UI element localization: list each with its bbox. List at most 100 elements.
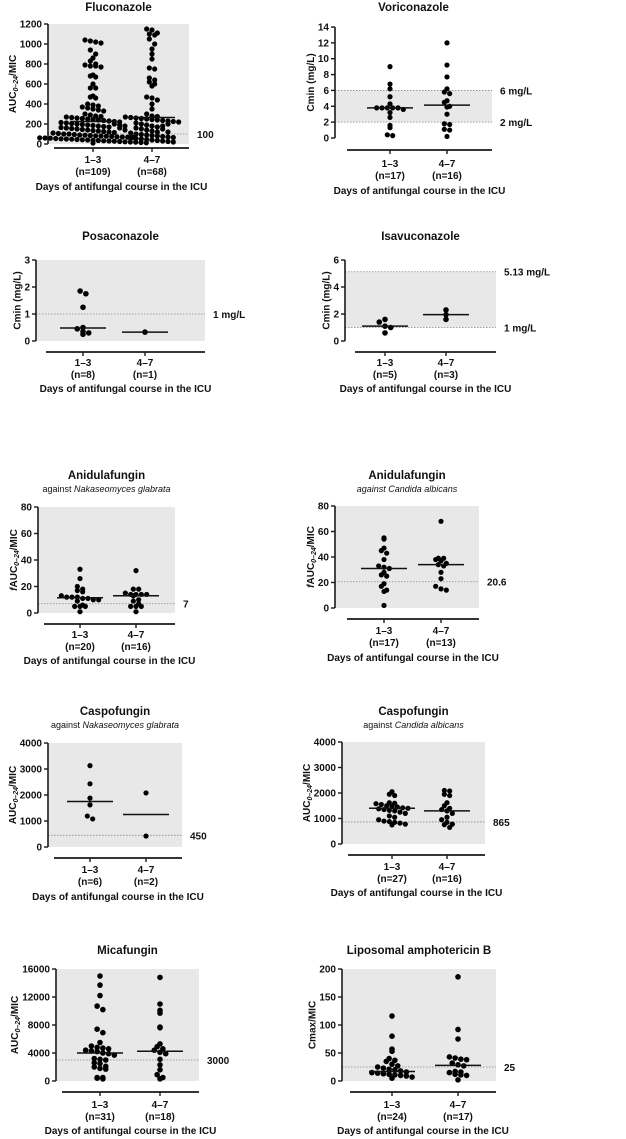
data-point bbox=[94, 1044, 100, 1051]
data-point bbox=[444, 814, 450, 820]
data-point bbox=[157, 1025, 163, 1031]
x-category-label: 1–3 bbox=[377, 358, 394, 369]
data-point bbox=[85, 101, 91, 107]
y-label-subscript: 0–24 bbox=[307, 785, 314, 801]
data-point bbox=[447, 127, 453, 133]
data-point bbox=[63, 120, 69, 126]
data-point bbox=[95, 123, 101, 129]
data-point bbox=[87, 85, 93, 91]
x-axis-label: Days of antifungal course in the ICU bbox=[36, 182, 208, 193]
data-point bbox=[74, 136, 80, 143]
data-point bbox=[378, 583, 384, 589]
data-point bbox=[79, 137, 85, 143]
data-point bbox=[443, 587, 449, 593]
data-point bbox=[98, 40, 104, 46]
data-point bbox=[37, 135, 43, 141]
data-point bbox=[144, 111, 150, 117]
data-point bbox=[97, 992, 103, 999]
data-point bbox=[109, 133, 115, 140]
data-point bbox=[63, 125, 69, 131]
data-point bbox=[106, 124, 112, 130]
y-tick-label: 10 bbox=[318, 54, 330, 65]
data-point bbox=[384, 550, 390, 556]
data-point bbox=[61, 131, 67, 137]
data-point bbox=[455, 974, 461, 980]
panel-title: Liposomal amphotericin B bbox=[347, 945, 491, 957]
data-point bbox=[122, 114, 128, 120]
data-point bbox=[143, 833, 149, 839]
data-point bbox=[149, 95, 155, 101]
data-point bbox=[138, 115, 144, 122]
data-point bbox=[165, 138, 171, 145]
x-category-n: (n=17) bbox=[375, 171, 405, 182]
data-point bbox=[93, 51, 99, 57]
y-tick-label: 200 bbox=[319, 965, 336, 976]
data-point bbox=[63, 136, 69, 142]
y-tick-label: 8 bbox=[323, 70, 329, 81]
subtitle-organism: Nakaseomyces glabrata bbox=[82, 720, 179, 730]
data-point bbox=[74, 121, 80, 127]
data-point bbox=[122, 127, 128, 133]
data-point bbox=[117, 138, 123, 145]
y-label-part: Cmin (mg/L) bbox=[321, 271, 332, 329]
data-point bbox=[463, 1056, 470, 1063]
data-point bbox=[394, 1063, 401, 1069]
y-tick-label: 150 bbox=[319, 993, 336, 1004]
panel-title: Caspofungin bbox=[378, 706, 448, 718]
data-point bbox=[91, 1055, 98, 1062]
x-category-n: (n=2) bbox=[134, 877, 158, 888]
data-point bbox=[441, 803, 447, 809]
x-category-label: 4–7 bbox=[138, 865, 155, 876]
y-axis-label: Cmax/MIC bbox=[307, 1001, 318, 1049]
x-category-label: 1–3 bbox=[75, 358, 92, 369]
data-point bbox=[82, 1047, 89, 1053]
data-point bbox=[438, 569, 444, 575]
x-category-n: (n=20) bbox=[65, 642, 95, 653]
data-point bbox=[74, 587, 80, 594]
data-point bbox=[381, 818, 387, 824]
data-point bbox=[157, 1076, 163, 1082]
data-point bbox=[50, 130, 56, 136]
data-point bbox=[102, 1057, 109, 1063]
data-point bbox=[144, 94, 150, 100]
threshold-label: 1 mg/L bbox=[213, 310, 245, 321]
subtitle-prefix: against bbox=[363, 720, 395, 730]
x-category-label: 1–3 bbox=[72, 630, 89, 641]
data-point bbox=[101, 123, 107, 130]
y-label-subscript: 0–24 bbox=[15, 1017, 22, 1033]
y-tick-label: 2 bbox=[323, 118, 329, 129]
data-point bbox=[58, 124, 64, 131]
data-point bbox=[74, 598, 80, 604]
x-axis-label: Days of antifungal course in the ICU bbox=[331, 888, 503, 899]
x-axis-label: Days of antifungal course in the ICU bbox=[334, 186, 506, 197]
data-point bbox=[384, 573, 390, 579]
data-point bbox=[154, 133, 160, 139]
data-point bbox=[106, 129, 112, 135]
data-point bbox=[79, 126, 85, 133]
data-point bbox=[154, 117, 160, 123]
y-tick-label: 0 bbox=[333, 337, 339, 348]
y-tick-label: 1 bbox=[24, 310, 30, 321]
data-point bbox=[82, 132, 88, 138]
y-tick-label: 4000 bbox=[20, 739, 43, 750]
data-point bbox=[138, 603, 144, 609]
data-point bbox=[382, 330, 388, 336]
x-category-n: (n=16) bbox=[121, 642, 151, 653]
data-point bbox=[403, 1073, 410, 1079]
data-point bbox=[144, 136, 150, 143]
y-axis-label: AUC0–24/MIC bbox=[8, 55, 20, 113]
data-point bbox=[82, 37, 88, 43]
y-tick-label: 3000 bbox=[20, 765, 43, 776]
x-category-label: 4–7 bbox=[144, 155, 161, 166]
panel-caspofungin: Caspofungin against Nakaseomyces glabrata… bbox=[8, 706, 207, 903]
data-point bbox=[77, 575, 83, 582]
x-axis-label: Days of antifungal course in the ICU bbox=[40, 384, 212, 395]
data-point bbox=[93, 95, 99, 101]
data-point bbox=[446, 1069, 453, 1076]
data-point bbox=[455, 1077, 461, 1083]
y-label-part: Cmin (mg/L) bbox=[12, 271, 23, 329]
y-tick-label: 6 bbox=[323, 86, 329, 97]
data-point bbox=[154, 1071, 160, 1078]
x-category-label: 1–3 bbox=[384, 862, 401, 873]
